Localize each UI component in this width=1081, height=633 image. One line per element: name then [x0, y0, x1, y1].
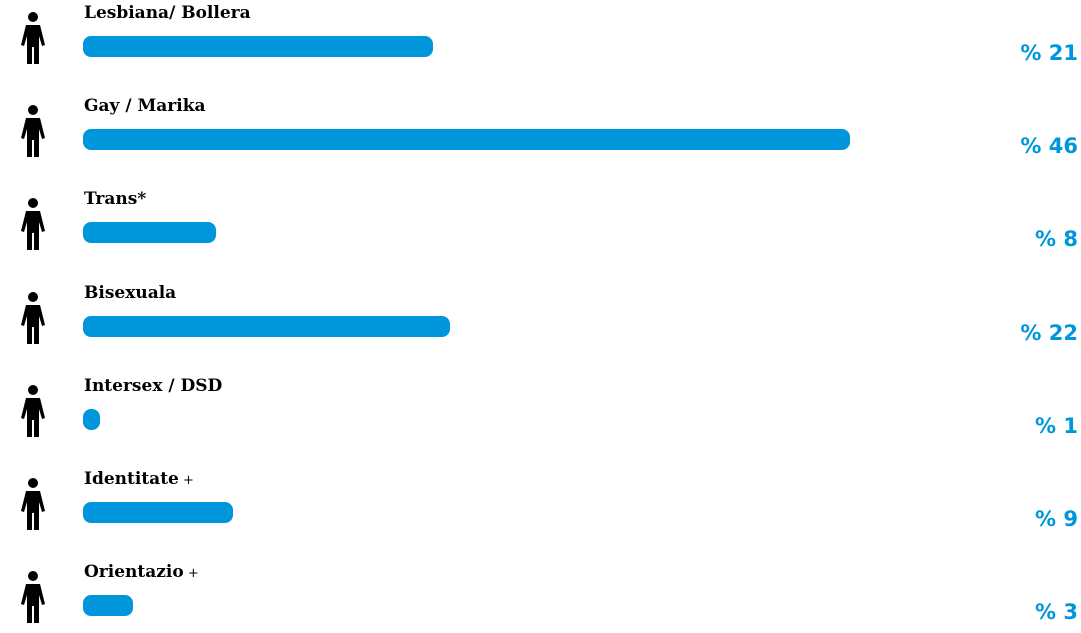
category-label: Bisexuala — [84, 283, 176, 303]
category-label: Trans* — [84, 189, 146, 209]
category-label: Lesbiana/ Bollera — [84, 3, 251, 23]
category-label: Orientazio + — [84, 562, 199, 584]
chart-row: Bisexuala % 22 — [0, 283, 1081, 354]
category-label-suffix: + — [178, 473, 194, 488]
bar — [83, 36, 434, 57]
value-label: % 9 — [1035, 507, 1078, 531]
category-label: Gay / Marika — [84, 96, 206, 116]
category-label-text: Orientazio — [84, 562, 184, 582]
chart-row: Trans* % 8 — [0, 189, 1081, 260]
bar — [83, 222, 217, 243]
person-icon — [21, 478, 45, 530]
category-label-text: Intersex / DSD — [84, 376, 223, 396]
chart-row: Orientazio + % 3 — [0, 562, 1081, 633]
person-icon — [21, 105, 45, 157]
person-icon — [21, 12, 45, 64]
value-label: % 21 — [1020, 41, 1078, 65]
chart-row: Identitate + % 9 — [0, 469, 1081, 540]
category-label-text: Lesbiana/ Bollera — [84, 3, 251, 23]
chart-row: Intersex / DSD % 1 — [0, 376, 1081, 447]
value-label: % 1 — [1035, 414, 1078, 438]
bar — [83, 502, 234, 523]
category-label: Identitate + — [84, 469, 194, 491]
chart-row: Lesbiana/ Bollera % 21 — [0, 3, 1081, 74]
value-label: % 8 — [1035, 227, 1078, 251]
bar — [83, 409, 100, 430]
chart-row: Gay / Marika % 46 — [0, 96, 1081, 167]
person-icon — [21, 385, 45, 437]
category-label-text: Gay / Marika — [84, 96, 206, 116]
bar — [83, 129, 850, 150]
category-label: Intersex / DSD — [84, 376, 222, 396]
value-label: % 22 — [1020, 321, 1078, 345]
person-icon — [21, 292, 45, 344]
person-icon — [21, 571, 45, 623]
person-icon — [21, 198, 45, 250]
category-label-text: Trans* — [84, 189, 147, 209]
bar — [83, 595, 134, 616]
bar — [83, 316, 450, 337]
category-label-text: Bisexuala — [84, 283, 177, 303]
value-label: % 3 — [1035, 600, 1078, 624]
category-label-text: Identitate — [84, 469, 179, 489]
category-label-suffix: + — [183, 566, 199, 581]
value-label: % 46 — [1020, 134, 1078, 158]
